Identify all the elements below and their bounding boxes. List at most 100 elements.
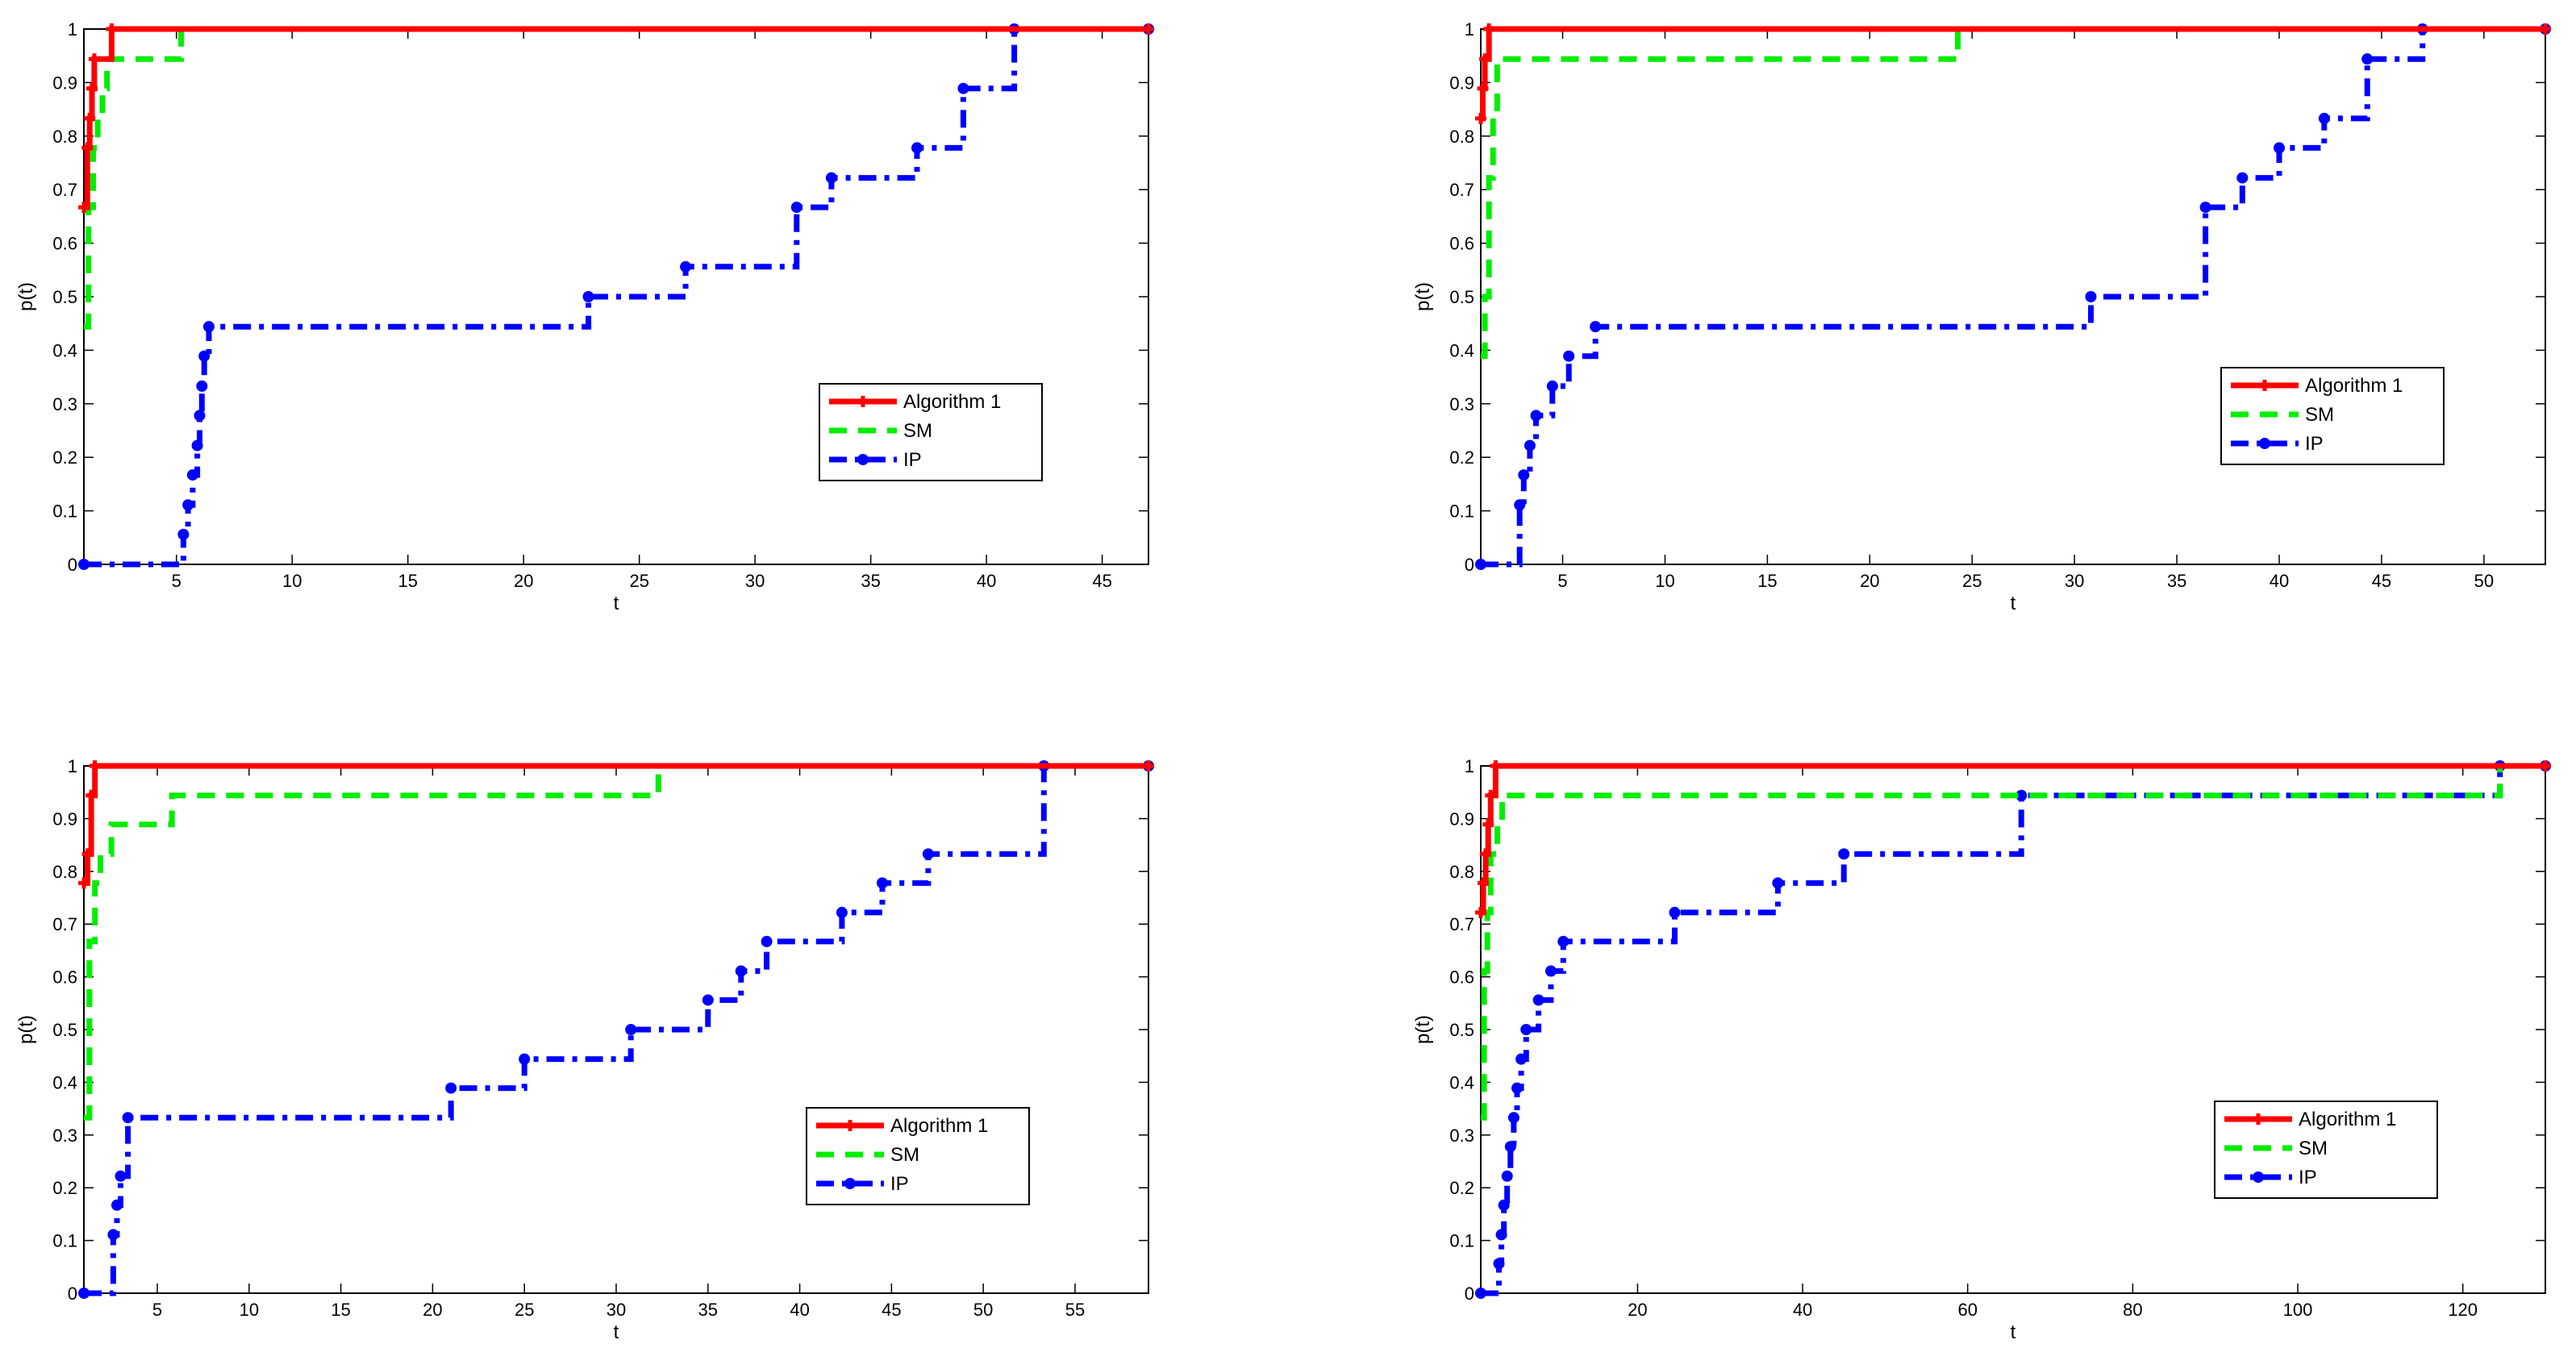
series-2-marker-16 — [2015, 789, 2028, 801]
x-tick-label: 10 — [1655, 571, 1674, 591]
series-2-marker-8 — [702, 994, 714, 1006]
legend-entry-sm: SM — [2305, 404, 2334, 426]
y-tick-label: 1 — [1465, 756, 1474, 776]
x-tick-label: 20 — [1860, 571, 1879, 591]
x-tick-label: 5 — [152, 1300, 162, 1320]
legend-entry-ip: IP — [903, 449, 922, 471]
series-2-marker-2 — [1495, 1229, 1507, 1241]
y-tick-label: 0.3 — [52, 1126, 77, 1146]
series-2-marker-12 — [2318, 112, 2330, 124]
series-2-marker-11 — [836, 906, 848, 918]
series-2-marker-9 — [735, 965, 747, 977]
x-tick-label: 10 — [240, 1300, 259, 1320]
series-2-marker-1 — [1514, 499, 1526, 511]
series-2-marker-0 — [1475, 1288, 1486, 1299]
series-2-marker-5 — [445, 1082, 457, 1094]
y-tick-label: 0.1 — [1449, 1231, 1474, 1251]
series-2-marker-3 — [1498, 1199, 1510, 1211]
plot-area — [83, 765, 1149, 1294]
y-axis-label: p(t) — [1412, 1015, 1434, 1044]
x-tick-label: 15 — [1757, 571, 1777, 591]
series-2-marker-8 — [202, 321, 215, 333]
x-tick-label: 35 — [698, 1300, 718, 1320]
y-tick-label: 0.7 — [1449, 914, 1474, 934]
series-2-marker-10 — [2236, 172, 2249, 184]
x-axis-label: t — [614, 1321, 619, 1343]
series-legend-2-marker-0 — [2253, 1171, 2264, 1183]
series-2-marker-14 — [957, 82, 969, 94]
y-tick-label: 0.1 — [52, 1231, 77, 1251]
series-2-marker-7 — [198, 350, 210, 362]
y-tick-label: 0.1 — [1449, 501, 1474, 522]
y-tick-label: 0 — [68, 1284, 77, 1304]
x-tick-label: 25 — [1962, 571, 1982, 591]
y-tick-label: 0.8 — [52, 127, 77, 147]
series-2-marker-1 — [107, 1229, 119, 1241]
series-legend-2-marker-0 — [857, 454, 869, 465]
x-tick-label: 80 — [2123, 1300, 2142, 1320]
series-line-sm — [1481, 763, 2545, 1121]
series-2-marker-13 — [922, 848, 934, 860]
series-line-sm — [1481, 26, 2545, 360]
x-tick-label: 100 — [2283, 1300, 2313, 1320]
y-tick-label: 0 — [1465, 1284, 1474, 1304]
x-axis-label: t — [2011, 1321, 2016, 1343]
y-tick-label: 0.4 — [1449, 1072, 1474, 1092]
series-2-marker-9 — [2199, 202, 2211, 214]
x-tick-label: 40 — [2270, 571, 2289, 591]
series-2-marker-5 — [1546, 380, 1558, 392]
series-2-marker-2 — [1518, 469, 1530, 481]
series-2-marker-11 — [2274, 142, 2285, 154]
legend-entry-algorithm-1: Algorithm 1 — [903, 391, 1001, 413]
y-axis-label: p(t) — [15, 282, 37, 311]
series-2-marker-0 — [1475, 559, 1486, 570]
series-2-marker-13 — [2361, 53, 2374, 65]
series-2-marker-10 — [680, 260, 692, 273]
x-tick-label: 45 — [882, 1300, 901, 1320]
x-tick-label: 30 — [2065, 571, 2084, 591]
series-2-marker-6 — [1563, 350, 1575, 362]
series-2-marker-3 — [1524, 439, 1536, 451]
x-axis-label: t — [2011, 593, 2016, 614]
series-2-marker-11 — [1544, 965, 1557, 977]
series-2-marker-6 — [1507, 1112, 1519, 1124]
legend-entry-sm: SM — [903, 420, 932, 442]
series-2-marker-12 — [1557, 935, 1569, 947]
series-legend-2-marker-0 — [844, 1178, 856, 1189]
series-2-marker-4 — [122, 1112, 134, 1124]
series-2-marker-14 — [1772, 877, 1784, 889]
y-axis-label: p(t) — [1412, 282, 1434, 311]
legend-entry-algorithm-1: Algorithm 1 — [890, 1115, 988, 1137]
x-tick-label: 30 — [745, 571, 765, 591]
legend-entry-ip: IP — [2305, 433, 2324, 455]
y-tick-label: 0.6 — [1449, 967, 1474, 988]
series-2-marker-11 — [790, 202, 802, 214]
legend-entry-ip: IP — [890, 1173, 909, 1195]
series-2-marker-15 — [1838, 848, 1850, 860]
series-2-marker-5 — [194, 410, 206, 422]
series-line-sm — [84, 763, 1148, 1121]
x-tick-label: 50 — [973, 1300, 993, 1320]
x-axis-label: t — [614, 593, 619, 614]
x-tick-label: 35 — [2167, 571, 2186, 591]
y-tick-label: 0.4 — [1449, 340, 1474, 360]
y-tick-label: 0.9 — [52, 809, 77, 829]
x-tick-label: 40 — [790, 1300, 809, 1320]
y-tick-label: 0.8 — [1449, 862, 1474, 882]
x-tick-label: 25 — [629, 571, 648, 591]
series-2-marker-4 — [1530, 410, 1542, 422]
x-tick-label: 60 — [1957, 1300, 1977, 1320]
y-tick-label: 0.8 — [52, 862, 77, 882]
y-tick-label: 1 — [68, 19, 77, 40]
series-2-marker-8 — [2085, 291, 2097, 302]
series-2-marker-7 — [1511, 1082, 1524, 1094]
legend-entry-algorithm-1: Algorithm 1 — [2299, 1109, 2396, 1130]
series-2-marker-9 — [1520, 1024, 1532, 1035]
legend-entry-sm: SM — [2299, 1138, 2328, 1159]
series-2-marker-3 — [115, 1170, 127, 1182]
y-tick-label: 0.7 — [52, 914, 77, 934]
x-tick-label: 25 — [515, 1300, 534, 1320]
series-2-marker-4 — [1501, 1170, 1513, 1182]
